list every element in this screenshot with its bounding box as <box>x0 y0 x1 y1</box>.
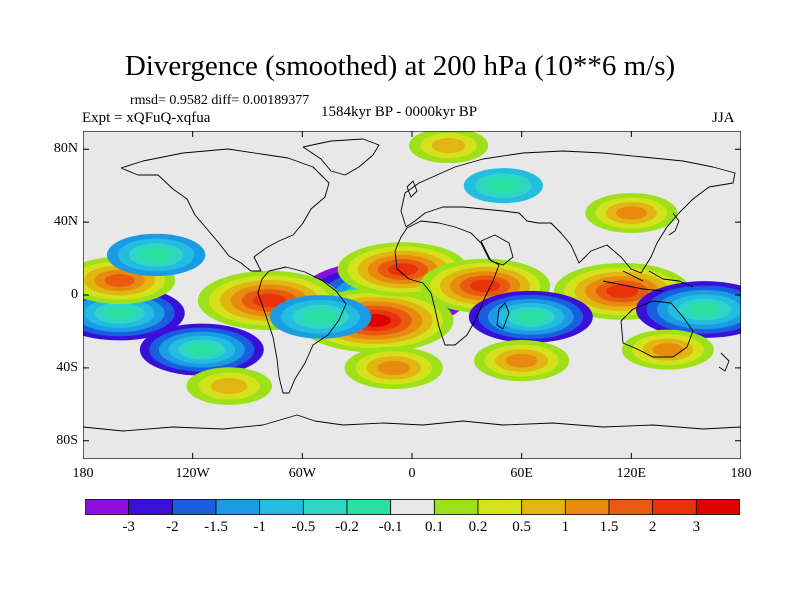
contour-level <box>486 178 521 194</box>
x-tick-label: 0 <box>408 466 416 481</box>
coast-africa <box>394 220 500 346</box>
colorbar-label: 2 <box>648 519 657 535</box>
x-tick-label: 180 <box>72 466 94 481</box>
x-tick-label: 60E <box>510 466 533 481</box>
coast-north-america <box>120 148 330 272</box>
colorbar-box <box>215 499 261 515</box>
y-tick-label: 40N <box>53 214 78 230</box>
stats-label: rmsd= 0.9582 diff= 0.00189377 <box>130 93 310 108</box>
colorbar-box <box>695 499 740 515</box>
contour-level <box>616 206 647 220</box>
colorbar-box <box>302 499 348 515</box>
x-tick-label: 60W <box>288 466 316 481</box>
colorbar-box <box>346 499 392 515</box>
colorbar-box <box>521 499 566 515</box>
experiment-label: Expt = xQFuQ-xqfua <box>82 110 211 126</box>
divergence-field <box>83 131 741 405</box>
contour-level <box>252 293 286 308</box>
feature-europe-neg <box>463 168 543 204</box>
contour-level <box>688 303 721 317</box>
contour-level <box>505 353 538 368</box>
x-tick-label: 120W <box>175 466 210 481</box>
feature-australia-pos <box>621 329 714 370</box>
colorbar-box <box>608 499 654 515</box>
colorbar-label: -0.1 <box>378 519 403 535</box>
contour-level <box>516 310 546 323</box>
contour-level <box>652 343 684 357</box>
colorbar-label: -3 <box>122 519 135 535</box>
coast-madagascar <box>496 302 510 330</box>
colorbar-label: -2 <box>166 519 179 535</box>
contour-level <box>104 306 135 320</box>
period-label: 1584kyr BP - 0000kyr BP <box>321 104 478 120</box>
feature-west-pacific-neg <box>636 281 741 338</box>
colorbar-box <box>433 499 479 515</box>
contour-level <box>210 378 248 395</box>
coast-uk <box>406 180 418 198</box>
coast-south-america <box>257 266 347 394</box>
colorbar-label: 0.2 <box>468 519 488 535</box>
coast-eurasia <box>400 150 736 274</box>
y-tick-label: 0 <box>71 287 78 302</box>
axis-ticks <box>83 131 741 459</box>
feature-south-atlantic-pos <box>344 346 443 390</box>
colorbar-box <box>85 499 130 515</box>
contour-level <box>187 343 217 356</box>
divergence-map <box>83 131 741 459</box>
coast-new-zealand <box>718 352 730 372</box>
colorbar-label: 1 <box>561 519 570 535</box>
season-label: JJA <box>712 110 735 126</box>
colorbar-box <box>128 499 173 515</box>
contour-level <box>303 309 338 325</box>
coastlines <box>83 138 741 432</box>
colorbar-box <box>259 499 304 515</box>
feature-brazil-neg <box>269 295 372 339</box>
coast-indonesia <box>602 270 694 292</box>
colorbar-box <box>171 499 217 515</box>
contour-level <box>470 279 501 293</box>
coast-japan <box>668 212 680 236</box>
colorbar-label: -0.2 <box>335 519 359 535</box>
contour-level <box>387 263 418 276</box>
feature-asia-pos <box>585 193 678 233</box>
contour-level <box>104 273 135 287</box>
map-title: Divergence (smoothed) at 200 hPa (10**6 … <box>124 50 676 82</box>
colorbar-box <box>564 499 610 515</box>
contour-level <box>606 284 638 298</box>
feature-east-pacific-south-pos <box>186 367 273 405</box>
colorbar-label: 0.5 <box>512 519 532 535</box>
colorbar-box <box>390 499 435 515</box>
y-tick-label: 40S <box>56 359 78 375</box>
coast-arabia <box>480 234 514 266</box>
x-tick-label: 180 <box>730 466 752 481</box>
colorbar-label: -1.5 <box>204 519 228 535</box>
colorbar-label: 1.5 <box>599 519 619 535</box>
x-tick-label: 120E <box>616 466 647 481</box>
colorbar <box>85 499 740 515</box>
feature-indian-ocean-neg <box>468 290 593 343</box>
contour-level <box>377 360 411 375</box>
colorbar-label: -0.5 <box>291 519 316 535</box>
contour-level <box>139 247 173 262</box>
feature-southern-ocean-pos <box>474 340 570 382</box>
colorbar-label: 0.1 <box>424 519 444 535</box>
colorbar-box <box>477 499 523 515</box>
y-tick-label: 80S <box>56 432 78 448</box>
coast-australia <box>620 300 694 358</box>
coast-greenland <box>302 138 380 176</box>
contour-level <box>431 138 466 154</box>
y-tick-label: 80N <box>53 141 78 157</box>
colorbar-box <box>652 499 697 515</box>
feature-arctic-pos <box>408 131 489 164</box>
colorbar-label: 3 <box>692 519 701 535</box>
feature-south-pacific-neg <box>139 323 264 376</box>
coast-antarctica <box>83 414 741 432</box>
colorbar-label: -1 <box>253 519 266 535</box>
feature-north-pacific-neg <box>106 233 206 277</box>
